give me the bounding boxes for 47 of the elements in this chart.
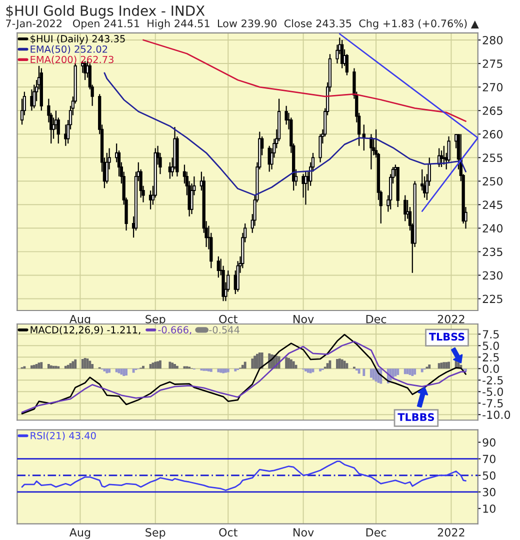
y-tick-label: 250 [482, 177, 503, 186]
y-tick-label: 255 [482, 154, 502, 162]
y-tick-label: 0.0 [482, 364, 499, 373]
x-tick-label: Nov [294, 528, 314, 537]
y-tick-label: 245 [482, 200, 502, 210]
y-tick-label: 90 [482, 438, 496, 447]
y-tick-label: 70 [482, 454, 496, 464]
y-tick-label: 225 [482, 294, 502, 304]
y-tick-label: 270 [482, 83, 503, 92]
x-tick-label: Aug [69, 528, 90, 539]
y-tick-label: -5.0 [482, 388, 503, 396]
y-tick-label: -10.0 [482, 410, 510, 419]
legend-label: -0.666, [158, 326, 192, 334]
legend-label: MACD(12,26,9) -1.211, [30, 326, 140, 335]
x-tick-label: Oct [219, 314, 238, 324]
annotation: TLBBS [398, 413, 434, 422]
x-tick-label: Oct [219, 528, 238, 537]
x-tick-label: 2022 [438, 314, 464, 324]
y-tick-label: 230 [482, 271, 503, 280]
y-tick-label: 275 [482, 59, 502, 68]
x-tick-label: Dec [366, 315, 386, 324]
y-tick-label: 265 [482, 106, 502, 115]
legend-label: EMA(200) 262.73 [30, 56, 114, 64]
legend-label: EMA(50) 252.02 [30, 45, 108, 54]
x-tick-label: Sep [146, 528, 166, 539]
chart-subtitle: 7-Jan-2022 Open 241.51 High 244.51 Low 239.90 Close 243.35 Chg +1.83 (+0.76%) ▲ [6, 19, 479, 30]
annotation: TLBSS [428, 332, 464, 341]
legend-label: RSI(21) 43.40 [30, 432, 96, 440]
y-tick-label: 280 [482, 36, 503, 44]
y-tick-label: 10 [483, 504, 496, 513]
y-tick-label: 2.5 [482, 353, 499, 362]
chart-title: $HUI Gold Bugs Index - INDX [6, 5, 205, 19]
x-tick-label: Sep [146, 314, 166, 326]
x-tick-label: Nov [294, 315, 314, 324]
y-tick-label: 50 [482, 471, 496, 480]
y-tick-label: -7.5 [482, 399, 503, 408]
y-tick-label: 260 [482, 130, 503, 138]
x-tick-label: Dec [366, 528, 386, 537]
y-tick-label: 235 [482, 248, 502, 256]
y-tick-label: 7.5 [482, 330, 499, 338]
text: -0.544 [209, 326, 240, 334]
legend-label: $HUI (Daily) 243.35 [30, 34, 125, 44]
y-tick-label: 5.0 [482, 342, 499, 350]
y-tick-label: 240 [482, 224, 503, 233]
x-tick-label: 2022 [438, 528, 464, 537]
y-tick-label: -2.5 [482, 376, 503, 384]
y-tick-label: 30 [482, 488, 496, 496]
